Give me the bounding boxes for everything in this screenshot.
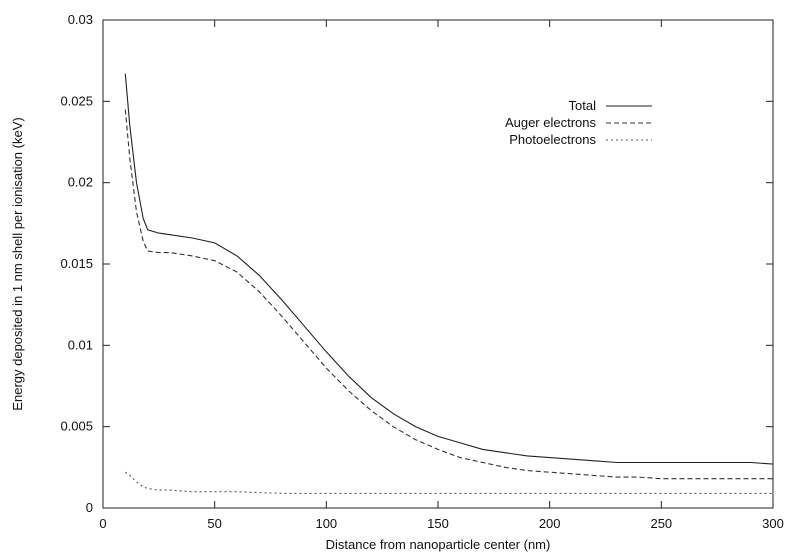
x-tick-label: 0: [99, 516, 106, 531]
axis-ticks: 0 50 100 150 200 250 300 0 0.005 0.01 0.015 0.02 0.0…: [60, 12, 783, 531]
legend-label: Photoelectrons: [509, 132, 596, 147]
y-tick-label: 0.005: [60, 419, 93, 434]
x-tick-label: 100: [315, 516, 337, 531]
x-tick-label: 50: [207, 516, 221, 531]
series-line-total: [124, 73, 774, 465]
y-tick-label: 0: [86, 500, 93, 515]
legend: Total Auger electrons Photoelectrons: [505, 98, 652, 147]
y-tick-label: 0.03: [68, 12, 93, 27]
plot-frame: [102, 19, 774, 509]
y-tick-label: 0.025: [60, 93, 93, 108]
y-tick-label: 0.02: [68, 175, 93, 190]
series-line-auger-electrons: [124, 109, 773, 480]
y-tick-label: 0.01: [68, 337, 93, 352]
x-tick-label: 300: [762, 516, 784, 531]
series-layer: [124, 73, 774, 494]
x-tick-label: 150: [427, 516, 449, 531]
y-tick-label: 0.015: [60, 256, 93, 271]
series-line-photoelectrons: [124, 471, 773, 494]
x-tick-label: 250: [650, 516, 672, 531]
y-axis-title: Energy deposited in 1 nm shell per ionis…: [10, 117, 25, 410]
legend-label: Total: [569, 98, 597, 113]
x-axis-title: Distance from nanoparticle center (nm): [326, 537, 551, 552]
x-tick-label: 200: [539, 516, 561, 531]
legend-label: Auger electrons: [505, 115, 597, 130]
